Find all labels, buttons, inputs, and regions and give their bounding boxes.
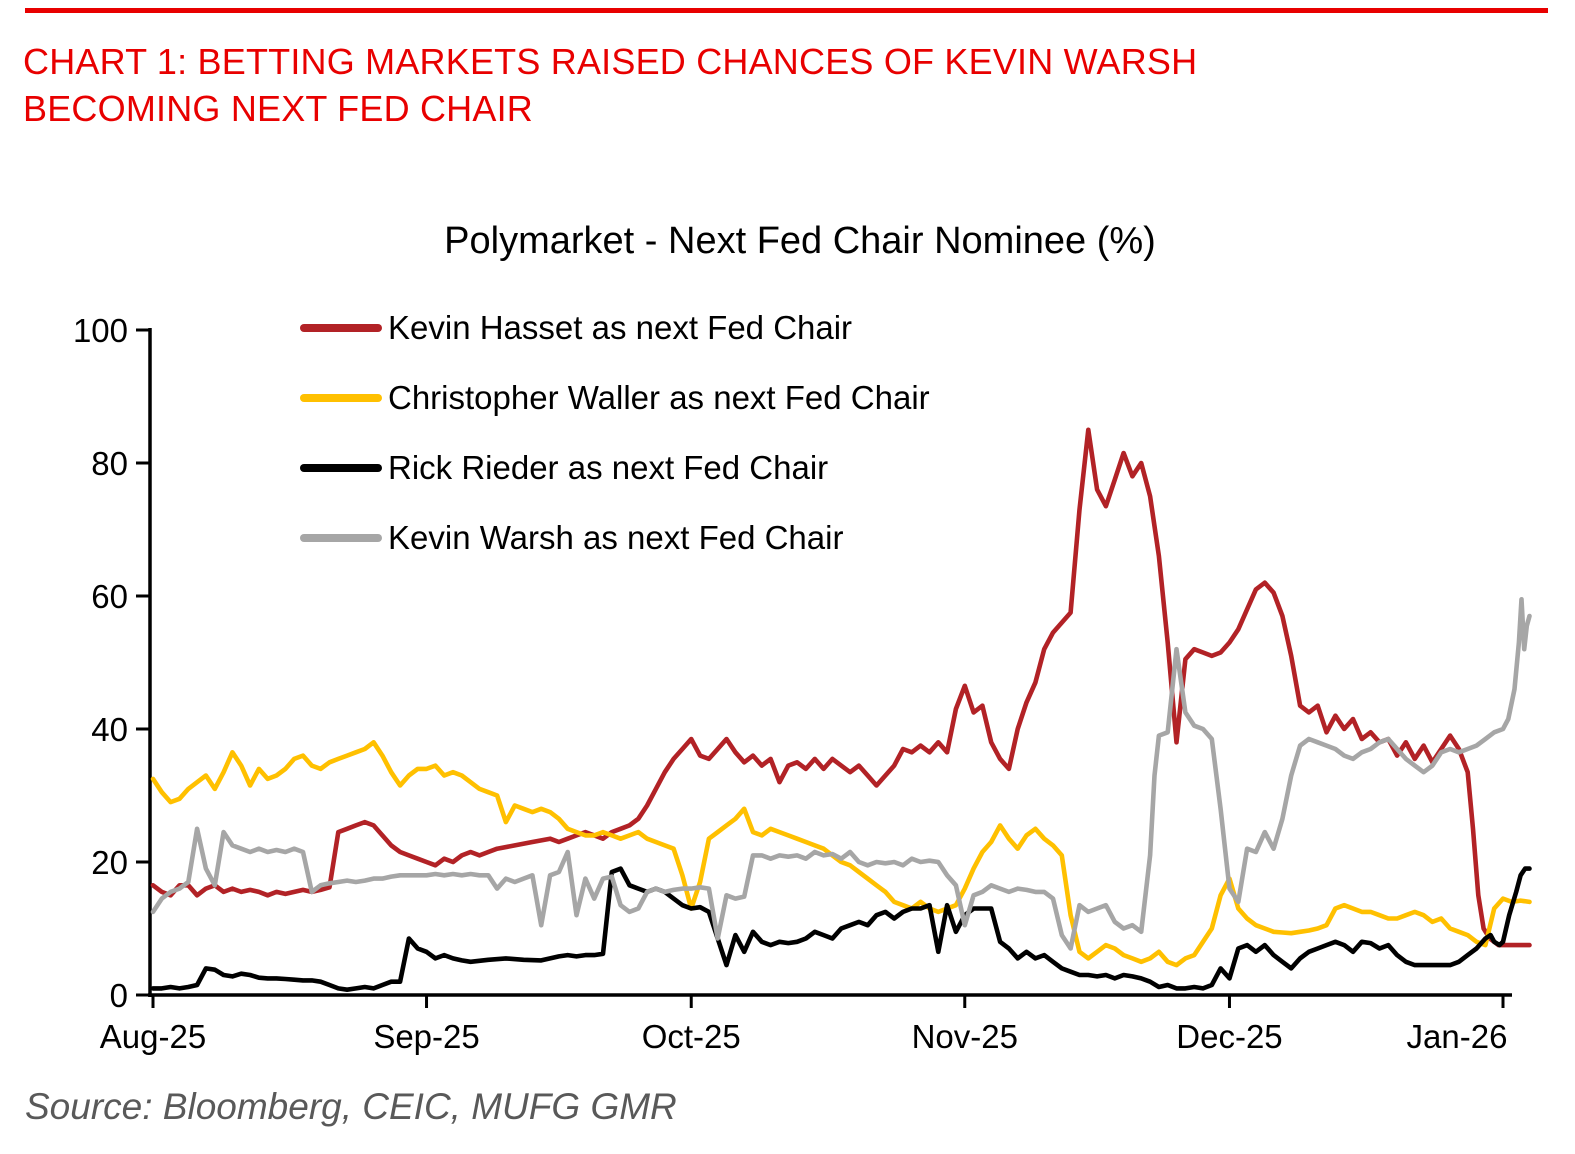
series-line-waller: [150, 739, 1532, 968]
y-axis-tick-label: 20: [91, 844, 128, 881]
legend-label: Kevin Warsh as next Fed Chair: [388, 519, 844, 556]
source-note: Source: Bloomberg, CEIC, MUFG GMR: [25, 1086, 677, 1127]
legend-label: Kevin Hasset as next Fed Chair: [388, 309, 853, 346]
x-axis-tick-label: Nov-25: [912, 1018, 1018, 1055]
legend-swatch-icon: [300, 324, 382, 332]
x-axis-tick-label: Dec-25: [1176, 1018, 1282, 1055]
y-axis-tick-label: 60: [91, 578, 128, 615]
y-axis-tick-label: 40: [91, 711, 128, 748]
series-line-hasset: [150, 427, 1532, 948]
legend-swatch-icon: [300, 394, 382, 402]
headline-line-1: CHART 1: BETTING MARKETS RAISED CHANCES …: [23, 41, 1198, 82]
series-line-rieder: [150, 866, 1532, 993]
legend-label: Christopher Waller as next Fed Chair: [388, 379, 930, 416]
legend-item-hasset: Kevin Hasset as next Fed Chair: [300, 293, 930, 363]
x-axis-tick-label: Aug-25: [100, 1018, 206, 1055]
x-axis-tick-label: Jan-26: [1407, 1018, 1508, 1055]
legend-item-rieder: Rick Rieder as next Fed Chair: [300, 433, 930, 503]
y-axis-tick-label: 80: [91, 445, 128, 482]
headline-line-2: BECOMING NEXT FED CHAIR: [23, 88, 533, 129]
chart-title: Polymarket - Next Fed Chair Nominee (%): [444, 220, 1156, 262]
y-axis-tick-label: 0: [110, 977, 128, 1014]
legend-item-warsh: Kevin Warsh as next Fed Chair: [300, 503, 930, 573]
legend-label: Rick Rieder as next Fed Chair: [388, 449, 829, 486]
legend-swatch-icon: [300, 464, 382, 472]
x-axis-tick-label: Sep-25: [373, 1018, 479, 1055]
series-line-warsh: [150, 596, 1532, 951]
y-axis-tick-label: 100: [73, 312, 128, 349]
legend-swatch-icon: [300, 534, 382, 542]
top-rule: [25, 8, 1548, 13]
page-title: CHART 1: BETTING MARKETS RAISED CHANCES …: [23, 38, 1443, 132]
x-axis-tick-label: Oct-25: [642, 1018, 741, 1055]
legend-item-waller: Christopher Waller as next Fed Chair: [300, 363, 930, 433]
legend: Kevin Hasset as next Fed Chair Christophe…: [300, 293, 930, 573]
